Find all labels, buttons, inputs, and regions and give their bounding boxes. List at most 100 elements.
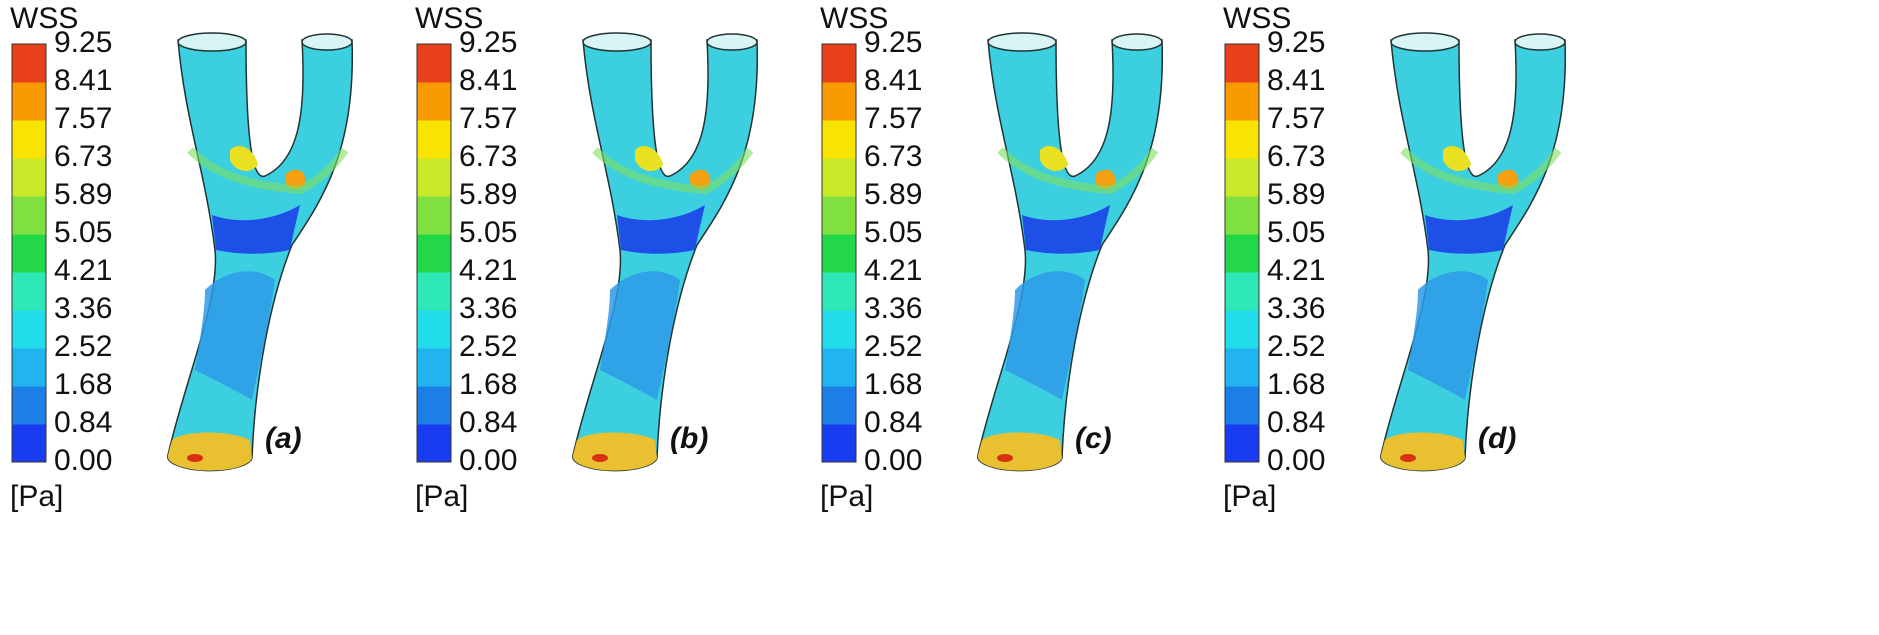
colorbar-band: [1225, 82, 1259, 121]
colorbar-tick-label: 8.41: [864, 64, 922, 97]
colorbar-band: [12, 424, 46, 463]
colorbar-tick-label: 6.73: [864, 140, 922, 173]
colorbar-band: [417, 196, 451, 235]
colorbar-band: [1225, 196, 1259, 235]
colorbar-tick-label: 7.57: [54, 102, 112, 135]
colorbar-tick-label: 2.52: [1267, 330, 1325, 363]
colorbar-tick-label: 0.84: [1267, 406, 1325, 439]
colorbar-band: [822, 82, 856, 121]
colorbar-tick-label: 2.52: [864, 330, 922, 363]
colorbar-frame: [416, 43, 452, 463]
colorbar-band: [12, 82, 46, 121]
colorbar-band: [417, 120, 451, 159]
colorbar-tick-label: 3.36: [54, 292, 112, 325]
colorbar-band: [417, 310, 451, 349]
colorbar-title: WSS: [415, 2, 483, 35]
panel-label: (c): [1075, 422, 1112, 455]
colorbar-band: [417, 234, 451, 273]
colorbar-title: WSS: [820, 2, 888, 35]
colorbar-tick-label: 5.89: [864, 178, 922, 211]
colorbar-band: [417, 158, 451, 197]
colorbar-band: [12, 234, 46, 273]
colorbar-band: [822, 120, 856, 159]
colorbar-tick-label: 8.41: [54, 64, 112, 97]
vessel-render: [573, 33, 758, 471]
colorbar-band: [12, 196, 46, 235]
colorbar-tick-label: 0.00: [459, 444, 517, 477]
colorbar-unit: [Pa]: [1223, 480, 1276, 513]
vessel-render: [1381, 33, 1566, 471]
colorbar-tick-label: 0.84: [864, 406, 922, 439]
colorbar-band: [1225, 424, 1259, 463]
colorbar-band: [12, 158, 46, 197]
colorbar-frame: [821, 43, 857, 463]
colorbar-tick-label: 3.36: [864, 292, 922, 325]
colorbar-band: [417, 424, 451, 463]
colorbar-tick-label: 1.68: [54, 368, 112, 401]
colorbar-band: [822, 272, 856, 311]
colorbar-tick-label: 8.41: [459, 64, 517, 97]
colorbar-band: [417, 44, 451, 83]
colorbar-tick-label: 1.68: [459, 368, 517, 401]
colorbar-tick-label: 2.52: [54, 330, 112, 363]
colorbar-tick-label: 8.41: [1267, 64, 1325, 97]
colorbar-band: [1225, 386, 1259, 425]
colorbar-tick-label: 0.84: [459, 406, 517, 439]
colorbar-band: [1225, 44, 1259, 83]
colorbar-tick-label: 3.36: [1267, 292, 1325, 325]
colorbar-band: [1225, 348, 1259, 387]
colorbar-band: [417, 348, 451, 387]
colorbar-band: [822, 386, 856, 425]
colorbar-band: [822, 44, 856, 83]
colorbar-band: [822, 196, 856, 235]
colorbar-unit: [Pa]: [10, 480, 63, 513]
colorbar-band: [417, 272, 451, 311]
colorbar-tick-label: 4.21: [1267, 254, 1325, 287]
panel: WSS 0.00 0.84 1.68 2.52 3.36 4.21 5.05 5.89 6.73 7…: [415, 2, 757, 513]
colorbar-band: [12, 386, 46, 425]
colorbar-band: [12, 272, 46, 311]
colorbar-tick-label: 6.73: [1267, 140, 1325, 173]
colorbar-tick-label: 9.25: [459, 26, 517, 59]
colorbar-tick-label: 5.05: [459, 216, 517, 249]
colorbar-tick-label: 7.57: [1267, 102, 1325, 135]
colorbar-title: WSS: [1223, 2, 1291, 35]
colorbar-tick-label: 0.00: [1267, 444, 1325, 477]
colorbar-tick-label: 0.00: [54, 444, 112, 477]
colorbar-band: [1225, 120, 1259, 159]
colorbar-band: [1225, 234, 1259, 273]
colorbar-tick-label: 6.73: [54, 140, 112, 173]
colorbar-tick-label: 4.21: [54, 254, 112, 287]
colorbar-tick-label: 1.68: [864, 368, 922, 401]
panel: WSS 0.00 0.84 1.68 2.52 3.36 4.21 5.05 5.89 6.73 7…: [1223, 2, 1565, 513]
colorbar-unit: [Pa]: [820, 480, 873, 513]
colorbar-tick-label: 5.89: [54, 178, 112, 211]
colorbar-band: [822, 234, 856, 273]
colorbar-tick-label: 7.57: [459, 102, 517, 135]
colorbar-tick-label: 3.36: [459, 292, 517, 325]
colorbar-tick-label: 0.00: [864, 444, 922, 477]
colorbar-tick-label: 5.05: [1267, 216, 1325, 249]
colorbar-band: [417, 386, 451, 425]
colorbar-band: [822, 158, 856, 197]
colorbar-band: [12, 120, 46, 159]
colorbar-band: [822, 424, 856, 463]
colorbar-frame: [1224, 43, 1260, 463]
colorbar-band: [822, 310, 856, 349]
colorbar-tick-label: 9.25: [54, 26, 112, 59]
panel-label: (b): [670, 422, 708, 455]
colorbar-band: [12, 310, 46, 349]
panel: WSS 0.00 0.84 1.68 2.52 3.36 4.21 5.05 5.89 6.73 7…: [10, 2, 352, 513]
colorbar-tick-label: 9.25: [1267, 26, 1325, 59]
colorbar-tick-label: 4.21: [459, 254, 517, 287]
panel-label: (d): [1478, 422, 1516, 455]
colorbar-tick-label: 0.84: [54, 406, 112, 439]
panel: WSS 0.00 0.84 1.68 2.52 3.36 4.21 5.05 5.89 6.73 7…: [820, 2, 1162, 513]
colorbar-tick-label: 1.68: [1267, 368, 1325, 401]
colorbar-band: [12, 44, 46, 83]
colorbar-band: [12, 348, 46, 387]
panel-label: (a): [265, 422, 302, 455]
colorbar-unit: [Pa]: [415, 480, 468, 513]
colorbar-band: [1225, 158, 1259, 197]
